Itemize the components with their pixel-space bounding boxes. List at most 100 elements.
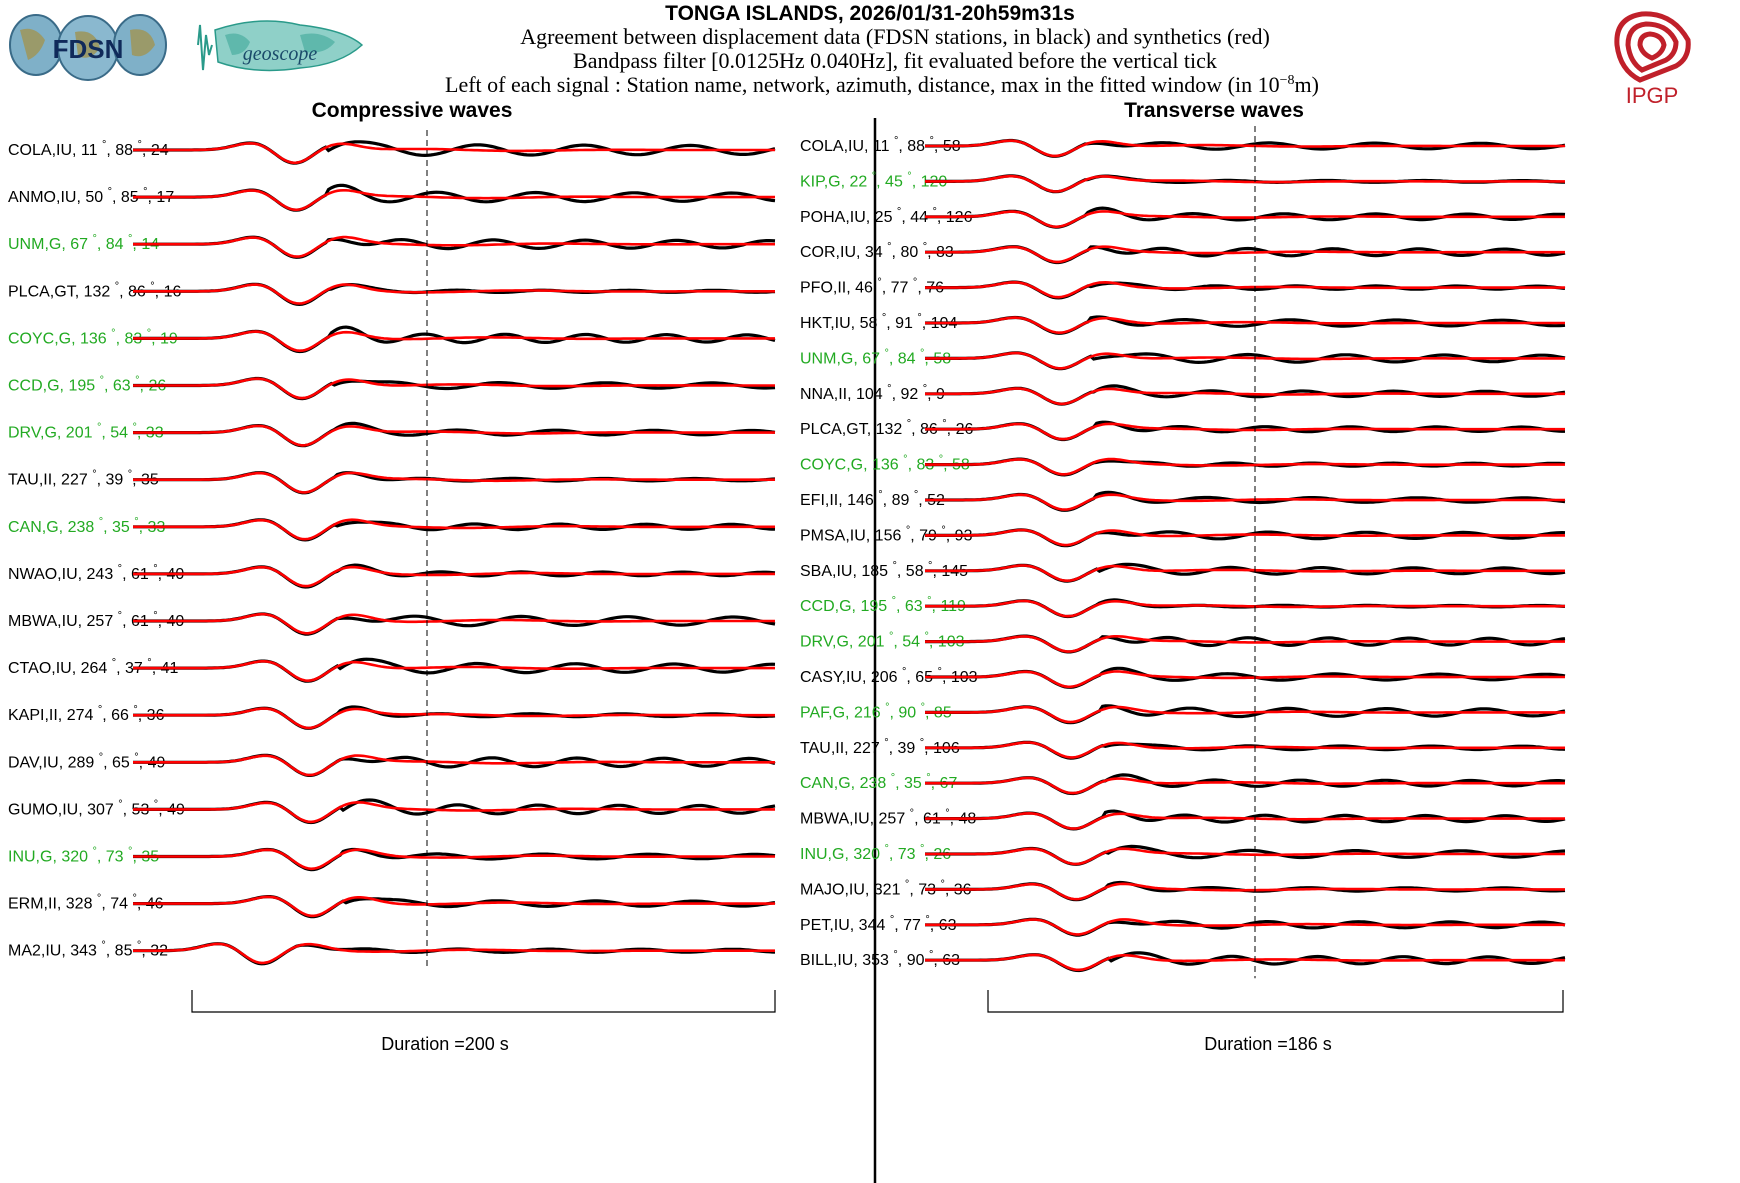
trace-row: ANMO,IU, 50 °, 85 °, 17 [8, 183, 776, 212]
trace-row: COYC,G, 136 °, 83 °, 58 [800, 454, 1566, 477]
duration-bracket [191, 990, 776, 1013]
data-trace [925, 351, 1566, 371]
station-label: INU,G, 320 °, 73 °, 26 [800, 843, 951, 863]
synthetic-trace [133, 518, 775, 541]
synthetic-trace [925, 882, 1565, 901]
trace-row: GUMO,IU, 307 °, 53 °, 49 [8, 798, 776, 825]
trace-row: COLA,IU, 11 °, 88 °, 24 [8, 139, 776, 165]
station-label: PET,IU, 344 °, 77 °, 63 [800, 914, 957, 934]
header-line-1: Agreement between displacement data (FDS… [520, 24, 1270, 49]
station-label: ANMO,IU, 50 °, 85 °, 17 [8, 186, 174, 206]
synthetic-trace [925, 280, 1565, 299]
trace-row: MBWA,IU, 257 °, 61 °, 40 [8, 610, 776, 636]
data-trace [133, 753, 776, 777]
trace-row: HKT,IU, 58 °, 91 °, 104 [800, 312, 1566, 335]
trace-row: NWAO,IU, 243 °, 61 °, 40 [8, 563, 776, 589]
trace-row: SBA,IU, 185 °, 58 °, 145 [800, 560, 1566, 583]
data-trace [133, 282, 776, 307]
synthetic-trace [133, 565, 775, 588]
data-trace [133, 563, 776, 589]
trace-row: DRV,G, 201 °, 54 °, 103 [800, 631, 1566, 654]
data-trace [133, 895, 776, 919]
synthetic-trace [133, 895, 775, 918]
synthetic-trace [925, 528, 1565, 547]
panel-title: Transverse waves [1124, 99, 1304, 122]
header-line-2: Bandpass filter [0.0125Hz 0.040Hz], fit … [573, 48, 1217, 73]
duration-bracket [987, 990, 1564, 1013]
station-label: SBA,IU, 185 °, 58 °, 145 [800, 560, 968, 580]
station-label: COLA,IU, 11 °, 88 °, 24 [8, 139, 169, 159]
synthetic-trace [925, 776, 1565, 795]
data-trace [133, 518, 776, 542]
data-trace [133, 657, 776, 683]
synthetic-trace [133, 377, 775, 400]
station-label: EFI,II, 146 °, 89 °, 52 [800, 489, 945, 509]
data-trace [133, 705, 776, 730]
station-label: GUMO,IU, 307 °, 53 °, 49 [8, 798, 185, 818]
synthetic-trace [925, 245, 1565, 264]
trace-row: CASY,IU, 206 °, 65 °, 103 [800, 666, 1566, 689]
ipgp-logo: IPGP [1614, 11, 1691, 108]
trace-row: MBWA,IU, 257 °, 61 °, 48 [800, 808, 1566, 831]
synthetic-trace [925, 210, 1565, 229]
synthetic-trace [133, 848, 775, 871]
trace-row: PAF,G, 216 °, 90 °, 85 [800, 701, 1566, 725]
synthetic-trace [925, 493, 1565, 511]
synthetic-trace [133, 612, 775, 635]
data-trace [925, 457, 1566, 477]
trace-row: TAU,II, 227 °, 39 °, 35 [8, 469, 776, 495]
station-label: POHA,IU, 25 °, 44 °, 126 [800, 206, 973, 226]
data-trace [133, 421, 776, 448]
synthetic-trace [925, 811, 1565, 830]
trace-row: KIP,G, 22 °, 45 °, 120 [800, 170, 1565, 194]
header-line-3: Left of each signal : Station name, netw… [445, 72, 1319, 97]
synthetic-trace [925, 422, 1565, 441]
trace-row: DRV,G, 201 °, 54 °, 33 [8, 421, 776, 448]
station-label: TAU,II, 227 °, 39 °, 106 [800, 737, 960, 757]
station-label: COLA,IU, 11 °, 88 °, 58 [800, 135, 961, 155]
synthetic-trace [925, 139, 1565, 158]
fdsn-logo-text: FDSN [53, 34, 124, 64]
station-label: NNA,II, 104 °, 92 °, 9 [800, 383, 945, 403]
station-label: MA2,IU, 343 °, 85 °, 32 [8, 940, 168, 960]
station-label: MAJO,IU, 321 °, 73 °, 36 [800, 878, 972, 898]
data-trace [925, 528, 1566, 548]
trace-row: PFO,II, 46 °, 77 °, 76 [800, 277, 1566, 300]
trace-row: EFI,II, 146 °, 89 °, 52 [800, 489, 1566, 512]
station-label: TAU,II, 227 °, 39 °, 35 [8, 469, 159, 489]
synthetic-trace [133, 283, 775, 305]
ipgp-logo-text: IPGP [1626, 83, 1679, 108]
synthetic-trace [925, 316, 1565, 335]
trace-row: PLCA,GT, 132 °, 86 °, 26 [800, 418, 1565, 442]
synthetic-trace [133, 330, 775, 353]
synthetic-trace [925, 457, 1565, 476]
trace-row: PET,IU, 344 °, 77 °, 63 [800, 914, 1566, 937]
station-label: COR,IU, 34 °, 80 °, 83 [800, 241, 954, 261]
station-label: INU,G, 320 °, 73 °, 35 [8, 846, 159, 866]
duration-label: Duration =186 s [1204, 1034, 1332, 1054]
duration-label: Duration =200 s [381, 1034, 509, 1054]
synthetic-trace [925, 670, 1565, 689]
geoscope-logo: geoscope [197, 20, 364, 72]
station-label: ERM,II, 328 °, 74 °, 46 [8, 893, 164, 913]
station-label: DAV,IU, 289 °, 65 °, 49 [8, 751, 165, 771]
trace-row: POHA,IU, 25 °, 44 °, 126 [800, 206, 1566, 229]
synthetic-trace [133, 141, 775, 165]
synthetic-trace [925, 174, 1565, 193]
data-trace [133, 235, 776, 259]
trace-row: CTAO,IU, 264 °, 37 °, 41 [8, 657, 776, 683]
synthetic-trace [133, 754, 775, 777]
trace-row: UNM,G, 67 °, 84 °, 58 [800, 347, 1566, 371]
synthetic-trace [133, 800, 775, 824]
trace-row: DAV,IU, 289 °, 65 °, 49 [8, 751, 776, 777]
trace-row: CCD,G, 195 °, 63 °, 119 [800, 595, 1566, 619]
synthetic-trace [925, 599, 1565, 618]
synthetic-trace [133, 471, 775, 494]
data-trace [925, 315, 1566, 335]
synthetic-trace [133, 942, 775, 965]
trace-row: UNM,G, 67 °, 84 °, 14 [8, 233, 776, 259]
trace-row: ERM,II, 328 °, 74 °, 46 [8, 893, 776, 919]
synthetic-trace [925, 387, 1565, 406]
trace-row: PLCA,GT, 132 °, 86 °, 16 [8, 280, 776, 307]
